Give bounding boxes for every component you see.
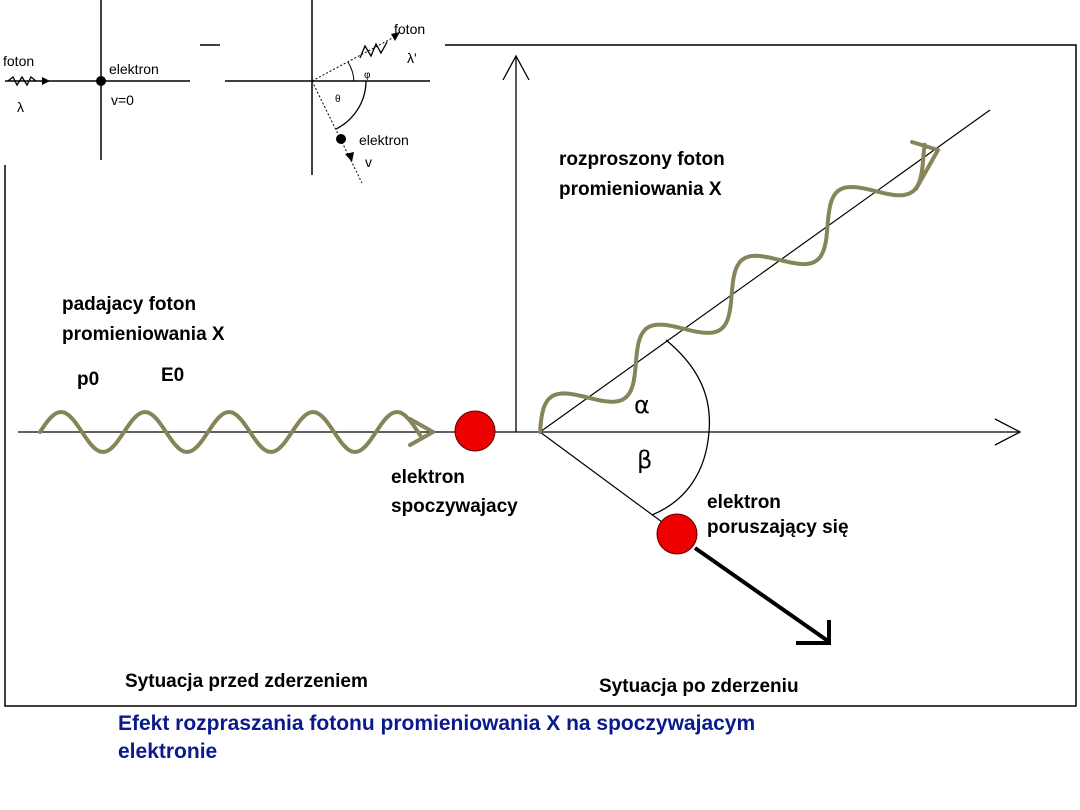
inset-after: foton λ' φ θ elektron v	[220, 0, 445, 190]
inset-after-photon-label: foton	[394, 21, 425, 37]
electron-velocity-arrow-head-icon	[796, 620, 831, 645]
inset-before-photon-label: foton	[3, 53, 34, 69]
inset-before-arrow-icon	[42, 77, 50, 85]
inset-before-wavelength-label: λ	[17, 99, 24, 115]
incident-photon-label-line1: padajacy foton	[62, 294, 196, 315]
resting-electron	[454, 410, 496, 452]
inset-after-theta-label: θ	[335, 94, 341, 105]
momentum-label: p0	[77, 369, 99, 390]
main-vertical-axis-arrow-icon	[502, 54, 530, 81]
inset-after-phi-label: φ	[364, 70, 371, 81]
beta-label: β	[637, 446, 652, 474]
main-horizontal-axis-arrow-icon	[994, 418, 1022, 446]
incident-photon-arrow-icon	[408, 417, 435, 447]
inset-after-photon-wave	[359, 41, 388, 59]
electron-velocity-arrow	[693, 546, 830, 643]
scattered-photon-label-line2: promieniowania X	[559, 179, 722, 200]
scattered-direction-line	[539, 109, 991, 433]
inset-before-electron-label: elektron	[109, 61, 159, 77]
inset-after-electron-arrow-icon	[345, 152, 354, 162]
inset-after-wavelength-label: λ'	[407, 50, 417, 66]
electron-direction-line	[539, 431, 663, 523]
before-collision-caption: Sytuacja przed zderzeniem	[125, 671, 368, 692]
moving-electron-label-line1: elektron	[707, 492, 781, 513]
inset-after-electron-label: elektron	[359, 132, 409, 148]
inset-after-velocity-label: v	[365, 154, 372, 170]
scattered-photon-label-line1: rozproszony foton	[559, 149, 725, 170]
inset-after-phi-arc	[347, 61, 355, 82]
figure-caption-line1: Efekt rozpraszania fotonu promieniowania…	[118, 712, 755, 735]
inset-before-electron	[96, 76, 106, 86]
inset-after-theta-arc	[335, 80, 367, 130]
inset-after-electron	[336, 134, 346, 144]
scattered-photon-arrow-icon	[910, 140, 940, 191]
incident-photon-label-line2: promieniowania X	[62, 324, 225, 345]
incident-photon-wave	[38, 410, 422, 454]
moving-electron	[656, 513, 698, 555]
moving-electron-label-line2: poruszający się	[707, 517, 849, 538]
resting-electron-label-line1: elektron	[391, 467, 465, 488]
alpha-label: α	[634, 391, 650, 419]
energy-label: E0	[161, 365, 184, 386]
inset-before: foton λ elektron v=0	[0, 0, 200, 165]
inset-after-photon-direction	[311, 34, 399, 82]
inset-after-arrow-icon	[391, 32, 400, 41]
diagram-frame	[4, 44, 1077, 707]
angle-arc	[651, 339, 711, 516]
scattered-photon-wave	[538, 142, 927, 434]
resting-electron-label-line2: spoczywajacy	[391, 496, 518, 517]
inset-after-electron-direction	[311, 80, 363, 184]
figure-caption-line2: elektronie	[118, 740, 217, 763]
inset-before-velocity-label: v=0	[111, 92, 134, 108]
inset-before-photon-wave	[7, 75, 37, 87]
after-collision-caption: Sytuacja po zderzeniu	[599, 676, 799, 697]
